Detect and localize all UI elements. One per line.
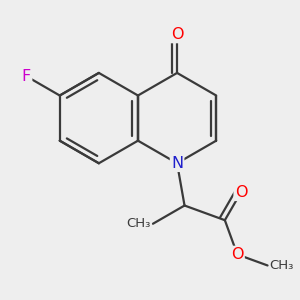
Text: CH₃: CH₃ (127, 217, 151, 230)
Text: N: N (171, 156, 183, 171)
Text: F: F (22, 69, 31, 84)
Text: O: O (235, 185, 247, 200)
Text: CH₃: CH₃ (270, 259, 294, 272)
Text: O: O (171, 27, 183, 42)
Text: O: O (231, 247, 244, 262)
